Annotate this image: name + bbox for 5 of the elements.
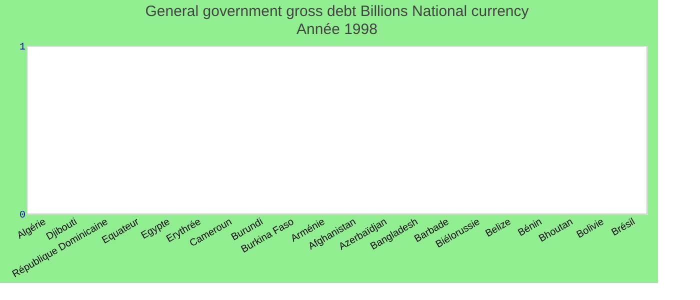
- y-tick-label: 0: [19, 210, 26, 222]
- y-tick-label: 1: [19, 42, 26, 54]
- chart-subtitle: Année 1998: [296, 21, 378, 38]
- chart-title: General government gross debt Billions National currency: [145, 3, 530, 20]
- x-tick-label: Belize: [484, 216, 514, 240]
